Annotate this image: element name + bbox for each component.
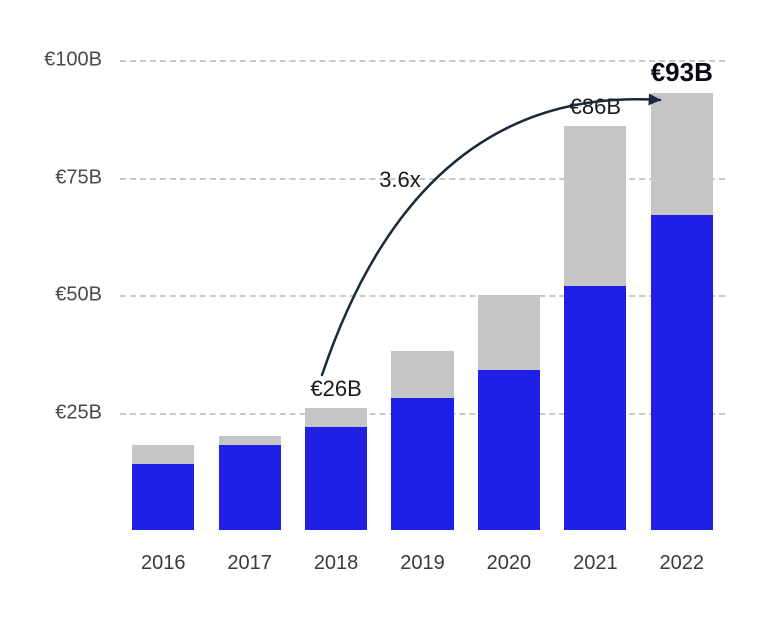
y-tick-label: €50B	[55, 284, 102, 307]
gridline	[120, 178, 725, 180]
bar-segment-primary	[478, 370, 540, 530]
y-tick-label: €25B	[55, 401, 102, 424]
bar-data-label: €93B	[651, 57, 713, 88]
y-tick-label: €75B	[55, 166, 102, 189]
x-tick-label: 2020	[487, 552, 532, 575]
bar-data-label: €86B	[570, 94, 621, 120]
annotation-multiplier: 3.6x	[379, 167, 421, 193]
bar-segment-primary	[564, 286, 626, 530]
x-tick-label: 2021	[573, 552, 618, 575]
bar-segment-secondary	[478, 295, 540, 370]
bar-segment-primary	[132, 464, 194, 530]
stacked-bar-chart: €25B €50B €75B €100B 2016 2017 2018 2019 2020 202…	[0, 0, 775, 618]
bar-segment-secondary	[132, 445, 194, 464]
bar-segment-primary	[391, 398, 453, 530]
x-tick-label: 2018	[314, 552, 359, 575]
bar-segment-secondary	[391, 351, 453, 398]
gridline	[120, 60, 725, 62]
plot-area: €25B€50B€75B€100B20162017201820192020202…	[120, 60, 725, 530]
x-tick-label: 2016	[141, 552, 186, 575]
x-tick-label: 2017	[227, 552, 272, 575]
bar-segment-primary	[651, 215, 713, 530]
bar-segment-secondary	[305, 408, 367, 427]
bar-segment-primary	[305, 427, 367, 530]
bar-segment-secondary	[219, 436, 281, 445]
x-tick-label: 2019	[400, 552, 445, 575]
x-tick-label: 2022	[660, 552, 705, 575]
bar-segment-secondary	[651, 93, 713, 215]
gridline	[120, 295, 725, 297]
bar-segment-primary	[219, 445, 281, 530]
bar-data-label: €26B	[310, 376, 361, 402]
y-tick-label: €100B	[44, 49, 102, 72]
bar-segment-secondary	[564, 126, 626, 286]
